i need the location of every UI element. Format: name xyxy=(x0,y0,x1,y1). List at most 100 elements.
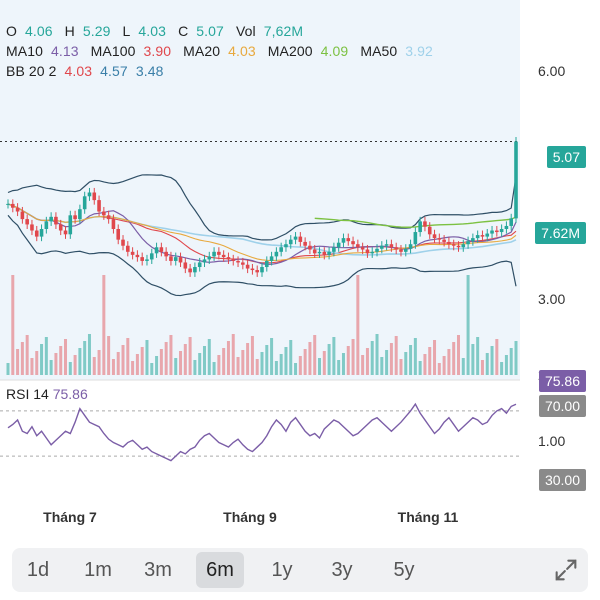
rsi-value-tag: 75.86 xyxy=(538,370,586,392)
volume-bar xyxy=(111,359,115,375)
candle-body xyxy=(408,244,413,249)
ma10-value: 4.13 xyxy=(50,43,79,59)
volume-bar xyxy=(83,341,87,375)
range-button-3m[interactable]: 3m xyxy=(144,559,172,581)
volume-bar xyxy=(222,348,226,375)
range-button-1d[interactable]: 1d xyxy=(26,559,50,581)
range-button-1y[interactable]: 1y xyxy=(271,559,293,581)
volume-bar xyxy=(40,344,44,375)
volume-bar xyxy=(97,350,101,375)
ma100-label: MA100 xyxy=(90,43,136,59)
volume-bar xyxy=(135,354,139,375)
range-button-1m[interactable]: 1m xyxy=(84,559,112,581)
volume-bar xyxy=(456,335,460,375)
volume-bar xyxy=(6,363,10,375)
bb-lower-value: 3.48 xyxy=(135,63,164,79)
volume-bar xyxy=(495,339,499,375)
candle-body xyxy=(116,229,121,240)
volume-bar xyxy=(351,339,355,375)
candle-body xyxy=(87,192,92,197)
time-axis-label: Tháng 11 xyxy=(398,509,459,525)
candle-body xyxy=(212,251,216,257)
rsi-70-badge: 70.00 xyxy=(538,395,586,417)
candle-body xyxy=(312,249,317,254)
volume-bar xyxy=(327,344,331,375)
volume-bar xyxy=(92,357,96,375)
volume-bar xyxy=(466,275,470,375)
candle-body xyxy=(303,241,307,246)
rsi-legend: RSI 14 75.86 xyxy=(6,386,88,402)
volume-bar xyxy=(500,362,504,375)
candle-body xyxy=(126,245,130,252)
range-button-6m[interactable]: 6m xyxy=(196,552,244,588)
candle-body xyxy=(44,221,49,229)
volume-bar xyxy=(11,275,15,375)
candle-body xyxy=(269,256,274,261)
volume-bar xyxy=(303,349,307,375)
candle-body xyxy=(58,224,63,231)
bb-label: BB 20 2 xyxy=(6,63,57,79)
volume-bar xyxy=(246,343,250,375)
volume-bar xyxy=(179,351,183,375)
candle-body xyxy=(68,215,73,235)
candle-body xyxy=(514,141,518,219)
candle-body xyxy=(111,219,116,229)
candle-body xyxy=(442,239,446,242)
volume-bar xyxy=(437,363,441,375)
candle-body xyxy=(197,262,202,268)
ma200-value: 4.09 xyxy=(320,43,349,59)
volume-bar xyxy=(121,345,125,375)
volume-bar xyxy=(274,361,278,375)
ohlc-open-value: 4.06 xyxy=(25,23,53,39)
candle-body xyxy=(145,259,149,261)
ma200-line xyxy=(314,216,517,228)
candle-body xyxy=(384,244,389,246)
candle-body xyxy=(284,244,288,248)
range-button-5y[interactable]: 5y xyxy=(393,559,415,581)
candle-body xyxy=(221,254,226,258)
candle-body xyxy=(341,238,346,243)
ohlc-high-value: 5.29 xyxy=(82,23,111,39)
volume-bar xyxy=(59,346,63,375)
volume-bar xyxy=(514,341,518,375)
volume-bar xyxy=(270,338,274,375)
candle-body xyxy=(202,259,207,263)
volume-bar xyxy=(35,351,39,375)
volume-bar xyxy=(380,357,384,375)
candle-body xyxy=(10,203,15,208)
volume-bar xyxy=(308,342,312,375)
volume-bar xyxy=(298,356,302,375)
candle-body xyxy=(360,247,365,250)
volume-bar xyxy=(260,352,264,375)
volume-bar xyxy=(174,358,178,375)
range-button-3y[interactable]: 3y xyxy=(331,559,353,581)
volume-bar xyxy=(337,360,341,375)
candle-body xyxy=(39,229,44,237)
candle-body xyxy=(173,257,178,261)
volume-bar xyxy=(476,337,480,375)
volume-bar xyxy=(389,343,393,375)
candle-body xyxy=(260,267,264,273)
ma20-line xyxy=(7,203,517,262)
volume-bar xyxy=(442,356,446,375)
candle-body xyxy=(135,254,140,258)
candle-body xyxy=(121,239,125,246)
expand-icon[interactable] xyxy=(552,556,580,584)
ohlc-vol-value: 7,62M xyxy=(263,23,304,39)
volume-bar xyxy=(30,358,34,375)
ohlc-close-value: 5.07 xyxy=(196,23,224,39)
volume-bar xyxy=(25,335,29,375)
candle-body xyxy=(356,244,360,248)
volume-bar xyxy=(131,361,135,375)
volume-bar xyxy=(318,358,322,375)
volume-bar xyxy=(313,335,317,375)
candle-body xyxy=(140,257,144,261)
volume-bar xyxy=(356,275,360,375)
rsi-30-badge: 30.00 xyxy=(538,469,586,491)
ohlc-open-label: O xyxy=(6,23,17,39)
volume-bar xyxy=(183,344,187,375)
bb-legend: BB 20 2 4.03 4.57 3.48 xyxy=(6,63,167,79)
candle-body xyxy=(509,218,514,226)
volume-bar xyxy=(346,346,350,375)
